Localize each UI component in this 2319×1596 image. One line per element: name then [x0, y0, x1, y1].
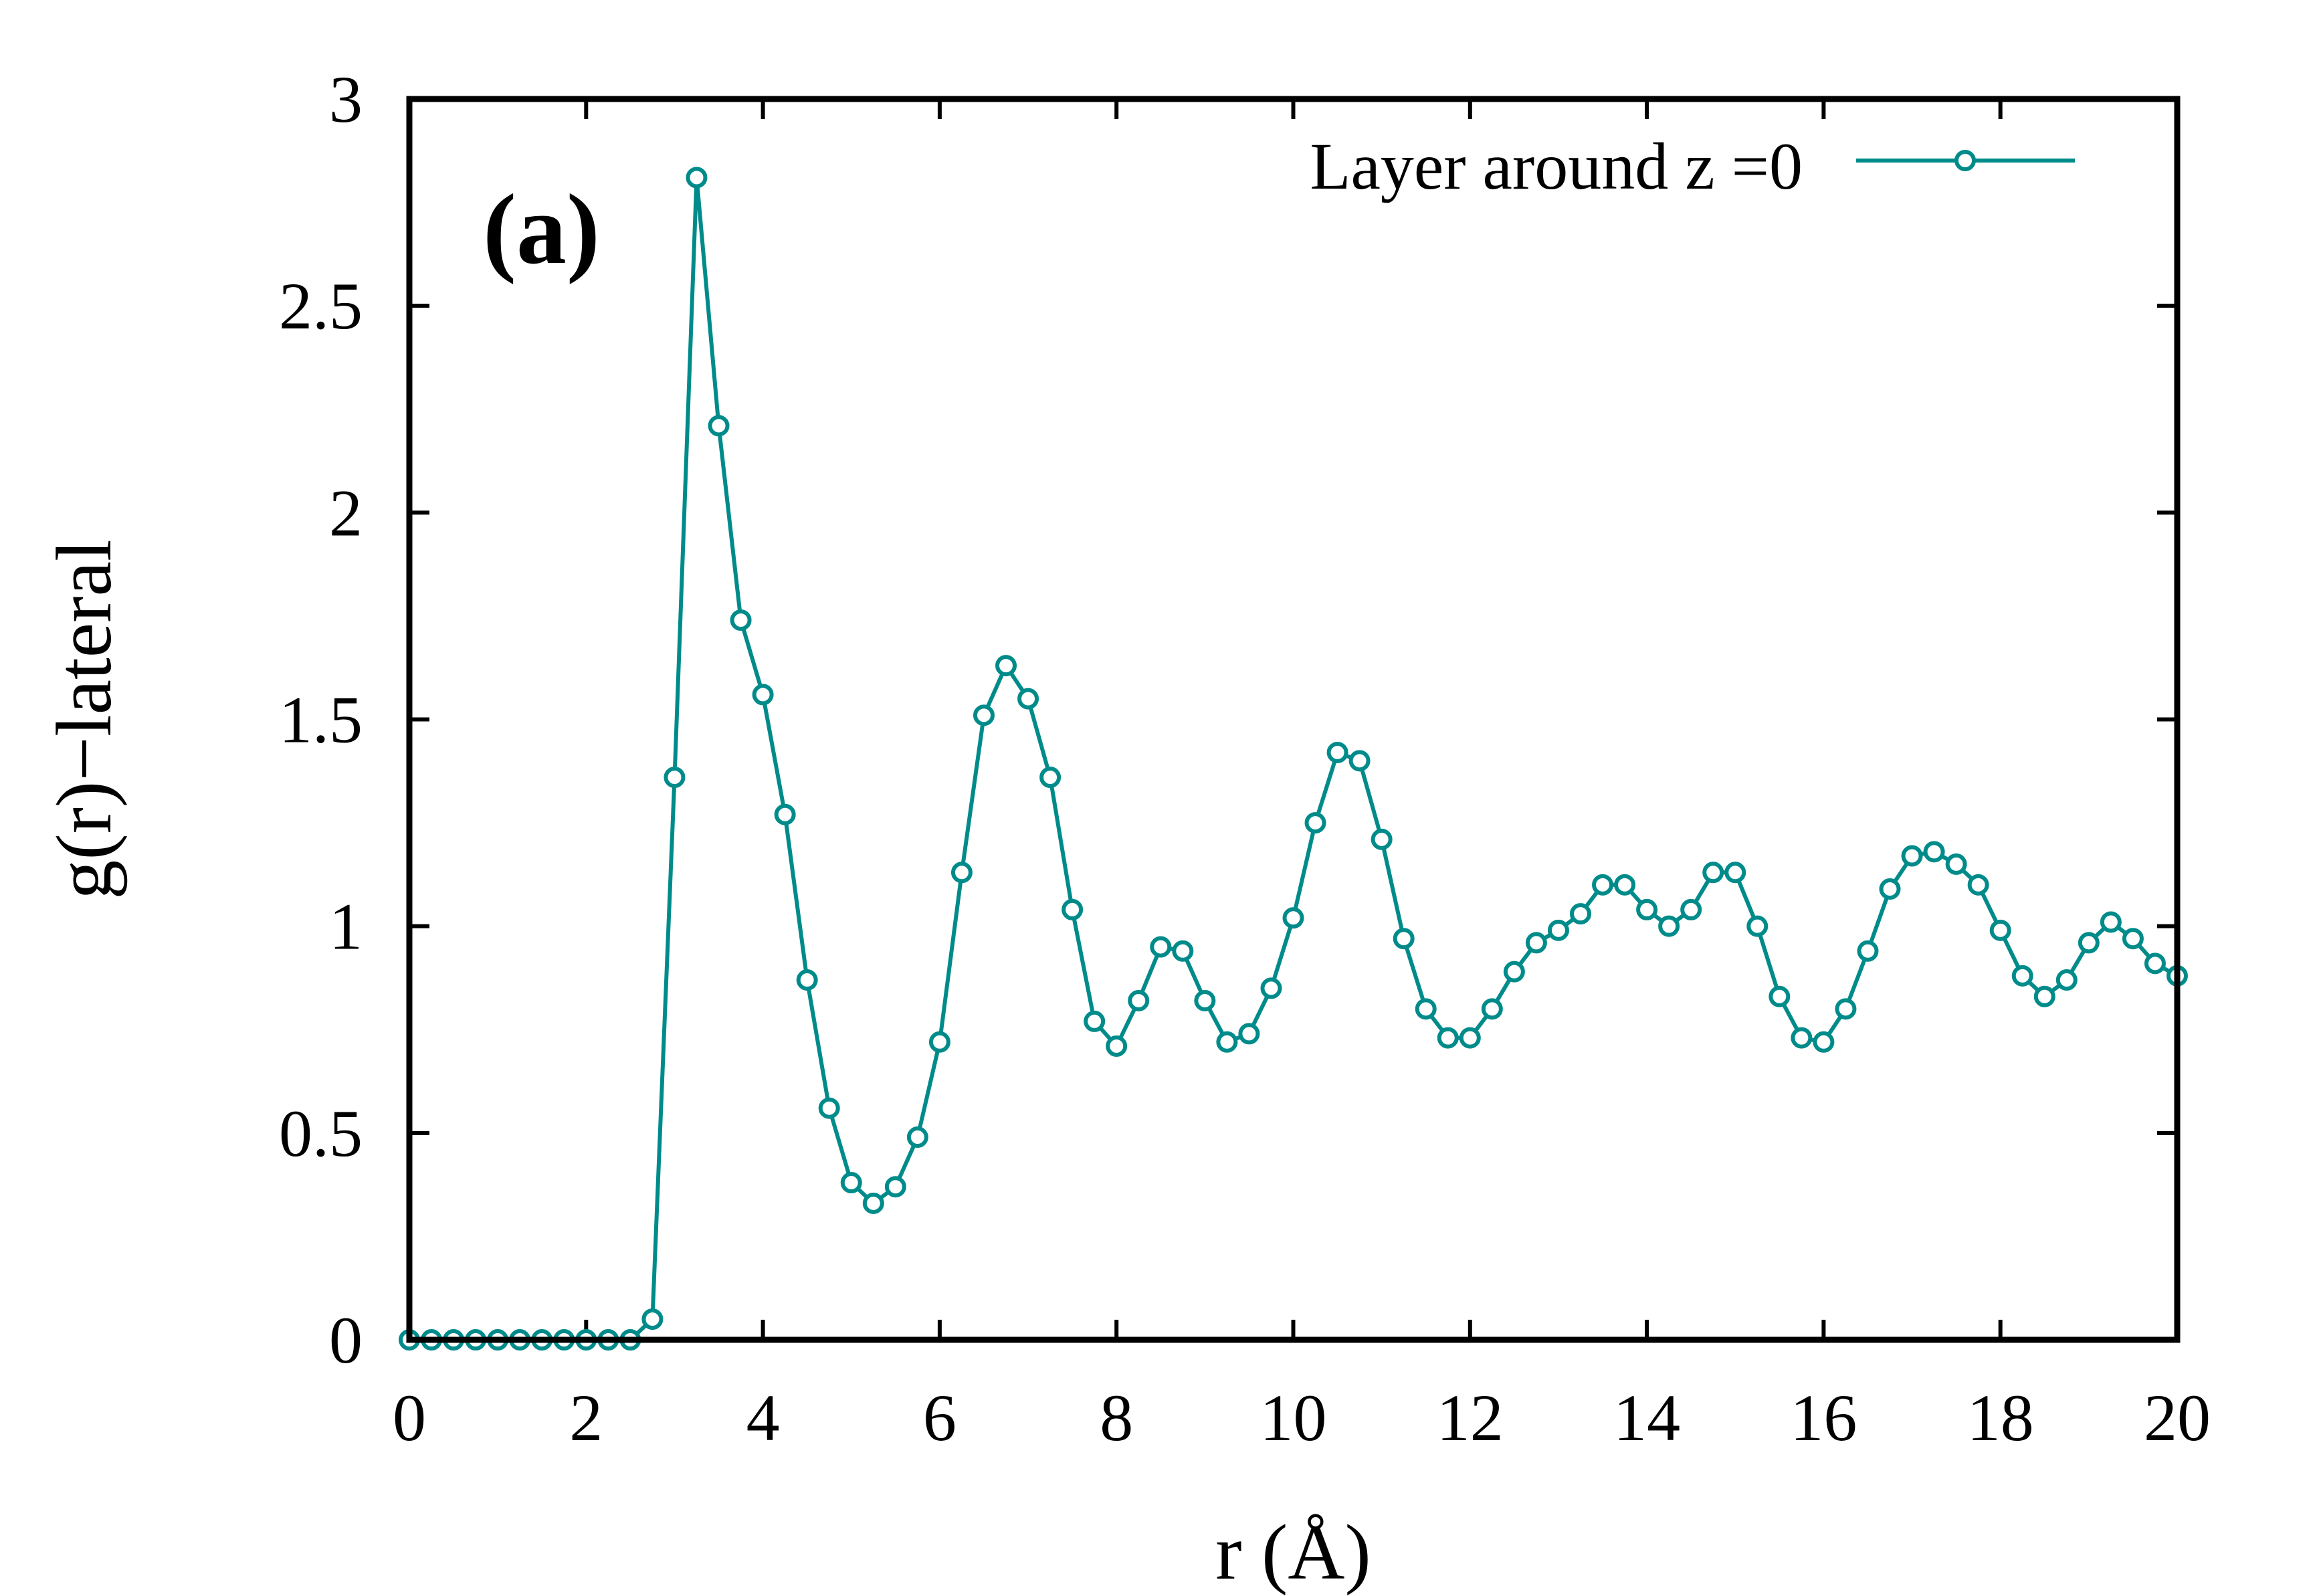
data-point — [2100, 911, 2122, 933]
data-point — [995, 655, 1017, 677]
x-tick-labels: 0 2 4 6 8 10 12 14 16 18 20 — [393, 1381, 2211, 1455]
data-point — [1437, 1027, 1459, 1049]
data-point — [973, 704, 995, 726]
x-tick-label: 10 — [1260, 1381, 1327, 1455]
data-point — [1415, 998, 1437, 1020]
plot-frame — [406, 96, 2181, 1343]
legend: Layer around z =0 — [1310, 129, 2075, 203]
data-point — [752, 684, 774, 706]
x-tick-label: 14 — [1613, 1381, 1680, 1455]
data-point — [1128, 989, 1150, 1011]
data-point — [1967, 874, 1989, 896]
data-point — [2122, 928, 2144, 950]
data-point — [1945, 853, 1967, 875]
y-tick-label: 3 — [329, 62, 363, 136]
y-tick-labels: 0 0.5 1 1.5 2 2.5 3 — [279, 62, 363, 1377]
data-point — [818, 1097, 840, 1119]
data-point — [840, 1172, 862, 1194]
data-point — [1282, 907, 1304, 929]
x-tick-label: 16 — [1790, 1381, 1857, 1455]
data-point — [1348, 750, 1371, 772]
data-point — [708, 415, 730, 437]
data-point — [1525, 932, 1547, 954]
data-point — [2011, 965, 2033, 987]
data-point — [2078, 932, 2100, 954]
data-point — [950, 862, 973, 884]
data-point — [1791, 1027, 1813, 1049]
data-point — [1238, 1023, 1260, 1045]
x-tick-label: 12 — [1437, 1381, 1504, 1455]
y-tick-label: 1.5 — [279, 683, 363, 757]
data-point — [1371, 828, 1393, 850]
data-point — [1680, 898, 1702, 920]
data-point — [1658, 915, 1680, 937]
data-point — [1326, 741, 1348, 763]
data-point — [884, 1176, 906, 1198]
y-axis-title: g(r)−lateral — [40, 539, 128, 899]
x-tick-label: 2 — [569, 1381, 603, 1455]
data-point — [1702, 862, 1724, 884]
data-point — [1084, 1010, 1106, 1032]
data-point — [2055, 969, 2078, 991]
data-point — [906, 1126, 928, 1149]
x-tick-label: 18 — [1967, 1381, 2034, 1455]
data-point — [686, 167, 708, 189]
data-point — [1172, 940, 1194, 962]
data-point — [1835, 998, 1857, 1020]
legend-series-marker — [1954, 150, 1976, 171]
data-point — [1106, 1035, 1128, 1057]
data-point — [862, 1192, 884, 1214]
x-tick-label: 20 — [2144, 1381, 2211, 1455]
data-point — [1636, 898, 1658, 920]
x-tick-label: 8 — [1100, 1381, 1133, 1455]
data-point — [1503, 961, 1525, 983]
data-point — [1481, 998, 1503, 1020]
x-tick-label: 0 — [393, 1381, 426, 1455]
data-point — [1547, 919, 1569, 941]
data-point — [1989, 919, 2011, 941]
data-point — [1746, 915, 1769, 937]
data-point — [1901, 845, 1923, 867]
data-point — [2144, 953, 2166, 975]
data-point — [774, 803, 796, 825]
data-point — [1260, 977, 1282, 999]
data-point — [1592, 874, 1614, 896]
data-point — [1062, 898, 1084, 920]
data-point — [1459, 1027, 1481, 1049]
data-point — [2033, 985, 2055, 1007]
data-point — [1393, 928, 1415, 950]
x-tick-label: 4 — [746, 1381, 780, 1455]
x-axis-title: r (Å) — [1215, 1508, 1371, 1596]
data-point — [796, 969, 818, 991]
data-point — [1569, 903, 1591, 925]
data-point — [1304, 812, 1326, 834]
data-point — [1813, 1031, 1835, 1053]
data-point — [1150, 936, 1172, 958]
x-tick-label: 6 — [923, 1381, 956, 1455]
data-point — [1017, 688, 1039, 710]
data-point — [641, 1308, 664, 1330]
y-tick-label: 0 — [329, 1303, 363, 1377]
data-point — [1769, 985, 1791, 1007]
data-point — [1039, 767, 1062, 789]
data-point — [1857, 940, 1879, 962]
data-point — [1879, 878, 1901, 900]
y-tick-label: 2.5 — [279, 269, 363, 343]
panel-label: (a) — [483, 174, 600, 285]
data-point — [1614, 874, 1636, 896]
y-tick-label: 1 — [329, 890, 363, 964]
data-point — [664, 767, 686, 789]
data-point — [1923, 841, 1945, 863]
data-point — [928, 1031, 950, 1053]
y-tick-label: 2 — [329, 476, 363, 550]
data-point — [1216, 1031, 1238, 1053]
legend-series-label: Layer around z =0 — [1310, 129, 1803, 203]
data-point — [730, 609, 752, 631]
data-point — [1724, 862, 1746, 884]
y-tick-label: 0.5 — [279, 1096, 363, 1171]
data-point — [1194, 989, 1216, 1011]
